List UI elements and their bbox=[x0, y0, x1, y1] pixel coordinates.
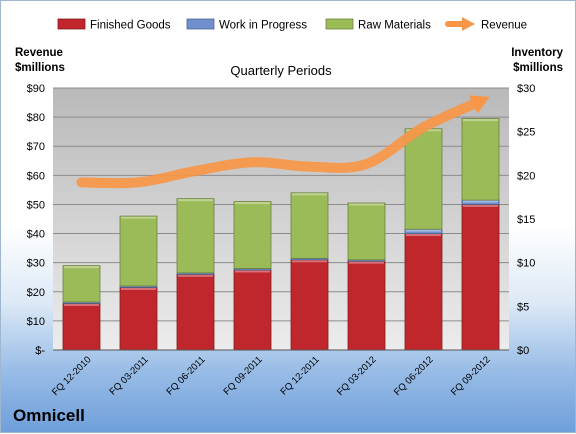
x-tick-label: FQ 12-2010 bbox=[50, 354, 94, 398]
y-right-tick-label: $10 bbox=[517, 258, 535, 270]
bar-segment bbox=[461, 204, 500, 351]
legend-label: Work in Progress bbox=[219, 20, 307, 32]
legend-label: Raw Materials bbox=[358, 20, 431, 32]
legend-label: Finished Goods bbox=[90, 20, 171, 32]
y-left-tick-label: $70 bbox=[27, 141, 45, 153]
y-right-tick-label: $5 bbox=[517, 301, 529, 313]
legend-swatch bbox=[186, 18, 215, 30]
x-tick-label: FQ 12-2011 bbox=[278, 354, 321, 397]
bar-segment bbox=[290, 259, 329, 351]
bar-segment bbox=[176, 273, 215, 351]
y-left-tick-label: $60 bbox=[27, 170, 45, 182]
x-tick-label: FQ 03-2011 bbox=[107, 354, 150, 397]
x-tick-label: FQ 06-2011 bbox=[164, 354, 207, 397]
bar-segment-highlight bbox=[178, 274, 213, 277]
y-right-tick-label: $0 bbox=[517, 345, 529, 357]
x-tick-label: FQ 09-2011 bbox=[221, 354, 264, 397]
x-tick-label: FQ 03-2012 bbox=[335, 354, 379, 398]
y-left-tick-label: $- bbox=[35, 345, 45, 357]
chart-title: Quarterly Periods bbox=[230, 63, 332, 78]
bar-segment bbox=[233, 269, 272, 351]
bar-segment-highlight bbox=[178, 199, 213, 202]
bar-segment-highlight bbox=[463, 200, 498, 203]
bar-segment bbox=[404, 233, 443, 351]
bar-segment bbox=[176, 198, 215, 274]
bar-segment-highlight bbox=[235, 270, 270, 273]
bar-segment-highlight bbox=[406, 234, 441, 237]
y-right-tick-label: $20 bbox=[517, 170, 535, 182]
y-left-tick-label: $50 bbox=[27, 199, 45, 211]
bar-segment-highlight bbox=[349, 203, 384, 206]
bar-segment bbox=[119, 287, 158, 351]
legend-arrow-revenue bbox=[462, 17, 475, 31]
y-left-tick-label: $20 bbox=[27, 287, 45, 299]
bar-segment-highlight bbox=[406, 229, 441, 232]
bar-segment bbox=[347, 260, 386, 351]
x-tick-label: FQ 06-2012 bbox=[392, 354, 436, 398]
bar-segment-highlight bbox=[64, 303, 99, 306]
y-right-tick-label: $15 bbox=[517, 214, 535, 226]
bar-segment bbox=[119, 215, 158, 287]
bar-segment bbox=[461, 118, 500, 201]
bar-segment-highlight bbox=[292, 260, 327, 263]
bar-segment bbox=[62, 303, 101, 351]
bar-segment bbox=[347, 202, 386, 261]
bar-segment-highlight bbox=[292, 193, 327, 196]
revenue-line bbox=[76, 96, 486, 189]
y-axis-left-label-line2: $millions bbox=[15, 62, 65, 74]
y-left-tick-label: $10 bbox=[27, 316, 45, 328]
bar-segment-highlight bbox=[64, 266, 99, 269]
bar-segment-highlight bbox=[235, 202, 270, 205]
y-axis-right-label-line2: $millions bbox=[513, 62, 563, 74]
legend-label: Revenue bbox=[481, 20, 527, 32]
revenue-arrowhead bbox=[469, 95, 490, 114]
legend-swatch bbox=[57, 18, 86, 30]
bar-segment bbox=[404, 128, 443, 230]
y-right-tick-label: $25 bbox=[517, 127, 535, 139]
bar-segment-highlight bbox=[463, 119, 498, 122]
bar-segment-highlight bbox=[121, 216, 156, 219]
bar-segment-highlight bbox=[121, 287, 156, 290]
x-tick-label: FQ 09-2012 bbox=[449, 354, 493, 398]
company-name: Omnicell bbox=[13, 406, 85, 425]
y-left-tick-label: $30 bbox=[27, 258, 45, 270]
bar-segment-highlight bbox=[463, 204, 498, 207]
y-left-tick-label: $40 bbox=[27, 229, 45, 241]
y-axis-right-label: Inventory bbox=[511, 47, 563, 59]
y-left-tick-label: $80 bbox=[27, 112, 45, 124]
bar-segment-highlight bbox=[349, 261, 384, 264]
y-left-tick-label: $90 bbox=[27, 83, 45, 95]
y-axis-left-label: Revenue bbox=[15, 47, 63, 59]
bar-segment bbox=[233, 201, 272, 269]
legend-swatch bbox=[325, 18, 354, 30]
bar-segment bbox=[62, 265, 101, 303]
y-right-tick-label: $30 bbox=[517, 83, 535, 95]
bar-segment bbox=[290, 192, 329, 259]
